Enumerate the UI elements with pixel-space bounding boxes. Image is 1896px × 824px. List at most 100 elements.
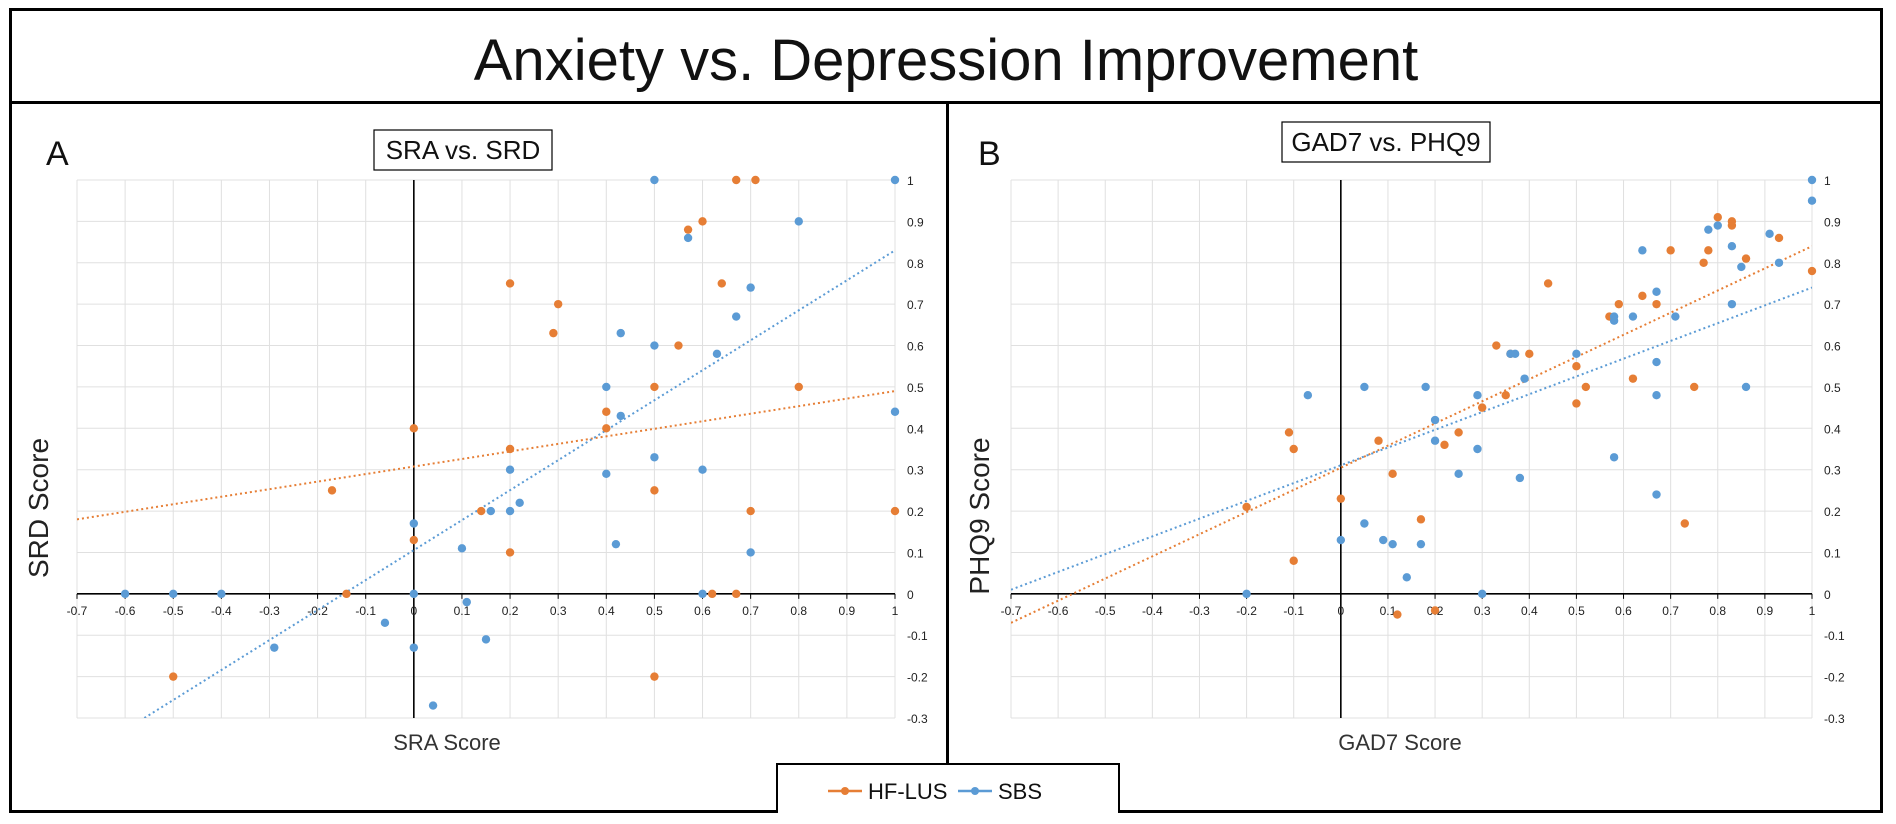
point-sbs xyxy=(1652,391,1661,400)
point-hf-lus xyxy=(746,506,755,516)
chart-title: SRA vs. SRD xyxy=(386,135,541,165)
y-tick-label: 0.6 xyxy=(1824,340,1841,354)
point-sbs xyxy=(1652,287,1661,296)
point-hf-lus xyxy=(1581,382,1591,392)
point-sbs xyxy=(683,233,693,243)
point-sbs xyxy=(890,407,900,416)
point-sbs xyxy=(505,465,515,474)
point-hf-lus xyxy=(1289,444,1298,454)
point-hf-lus xyxy=(476,506,486,516)
y-tick-label: -0.1 xyxy=(1824,629,1845,643)
point-sbs xyxy=(169,589,178,599)
y-tick-label: 0.8 xyxy=(1824,257,1841,271)
point-hf-lus xyxy=(1680,519,1689,528)
legend-canvas: HF-LUS SBS xyxy=(828,779,1042,804)
x-tick-label: 0.4 xyxy=(1521,604,1538,618)
point-sbs xyxy=(120,589,130,599)
point-hf-lus xyxy=(1388,469,1397,479)
point-sbs xyxy=(712,349,722,359)
y-tick-label: -0.2 xyxy=(907,671,928,685)
point-hf-lus xyxy=(674,341,683,350)
point-sbs xyxy=(1671,312,1680,321)
point-sbs xyxy=(650,453,659,462)
point-hf-lus xyxy=(505,548,515,557)
point-sbs xyxy=(1520,374,1529,383)
point-hf-lus xyxy=(1440,440,1449,450)
legend: HF-LUS SBS xyxy=(776,763,1120,813)
point-sbs xyxy=(616,411,625,421)
point-sbs xyxy=(1360,382,1369,392)
point-sbs xyxy=(1741,382,1751,392)
x-tick-label: 1 xyxy=(892,604,899,618)
point-sbs xyxy=(1713,221,1722,230)
point-sbs xyxy=(1430,436,1440,445)
point-hf-lus xyxy=(751,175,760,185)
point-sbs xyxy=(481,635,491,644)
legend-swatch-marker xyxy=(841,787,849,795)
point-sbs xyxy=(1652,357,1661,367)
point-hf-lus xyxy=(732,175,741,185)
point-hf-lus xyxy=(717,279,726,288)
point-hf-lus xyxy=(1525,349,1534,359)
point-hf-lus xyxy=(707,589,717,599)
x-tick-label: -0.3 xyxy=(1189,604,1210,618)
point-sbs xyxy=(1430,415,1440,425)
point-hf-lus xyxy=(602,424,611,433)
point-sbs xyxy=(1388,539,1397,549)
point-sbs xyxy=(1303,391,1313,400)
y-tick-label: 0.4 xyxy=(1824,422,1841,436)
point-sbs xyxy=(486,506,496,516)
point-sbs xyxy=(1421,382,1430,392)
point-hf-lus xyxy=(342,589,351,599)
x-tick-label: 0.1 xyxy=(1380,604,1397,618)
point-sbs xyxy=(1402,573,1411,582)
point-sbs xyxy=(1477,589,1487,599)
point-sbs xyxy=(1652,490,1661,499)
x-tick-label: 0.1 xyxy=(454,604,471,618)
point-sbs xyxy=(732,312,741,321)
point-hf-lus xyxy=(794,382,803,392)
point-sbs xyxy=(650,175,659,185)
panel-b: B GAD7 vs. PHQ9 -0.7 -0.6 -0.5 -0.4 -0.3 -0.2 -0… xyxy=(964,121,1845,755)
point-hf-lus xyxy=(549,328,558,338)
point-hf-lus xyxy=(1393,610,1402,619)
point-hf-lus xyxy=(602,407,611,416)
point-hf-lus xyxy=(1572,362,1581,371)
point-hf-lus xyxy=(1614,299,1624,309)
x-tick-label: 0.5 xyxy=(1568,604,1585,618)
panel-letter: B xyxy=(978,135,1001,173)
point-hf-lus xyxy=(1430,606,1440,615)
trendline-hf-lus xyxy=(1011,245,1812,624)
x-tick-label: -0.5 xyxy=(1095,604,1116,618)
x-tick-label: -0.4 xyxy=(211,604,232,618)
x-tick-label: 0.7 xyxy=(742,604,759,618)
point-sbs xyxy=(890,175,900,185)
point-sbs xyxy=(1454,469,1463,479)
point-sbs xyxy=(1515,473,1525,483)
y-tick-label: -0.3 xyxy=(1824,712,1845,726)
point-hf-lus xyxy=(650,382,659,392)
y-tick-label: 0.8 xyxy=(907,257,924,271)
point-sbs xyxy=(217,589,226,599)
y-tick-label: 0.9 xyxy=(907,215,924,229)
point-sbs xyxy=(1807,175,1817,185)
chart-title-box xyxy=(373,129,553,171)
x-tick-label: 0.6 xyxy=(1615,604,1632,618)
x-tick-label: 0.9 xyxy=(1757,604,1774,618)
x-tick-label: -0.1 xyxy=(1283,604,1304,618)
y-tick-label: 0.2 xyxy=(907,505,924,519)
x-tick-label: -0.1 xyxy=(355,604,376,618)
point-hf-lus xyxy=(1807,266,1817,276)
point-hf-lus xyxy=(890,506,900,516)
x-axis-title: GAD7 Score xyxy=(1338,730,1462,755)
y-tick-label: 0.5 xyxy=(907,381,924,395)
y-tick-label: 0.3 xyxy=(1824,464,1841,478)
point-sbs xyxy=(650,341,659,350)
point-hf-lus xyxy=(169,672,178,681)
x-tick-label: -0.6 xyxy=(115,604,136,618)
point-hf-lus xyxy=(1492,341,1501,350)
y-tick-label: -0.3 xyxy=(907,712,928,726)
point-hf-lus xyxy=(553,299,563,309)
y-tick-label: 0.4 xyxy=(907,422,924,436)
